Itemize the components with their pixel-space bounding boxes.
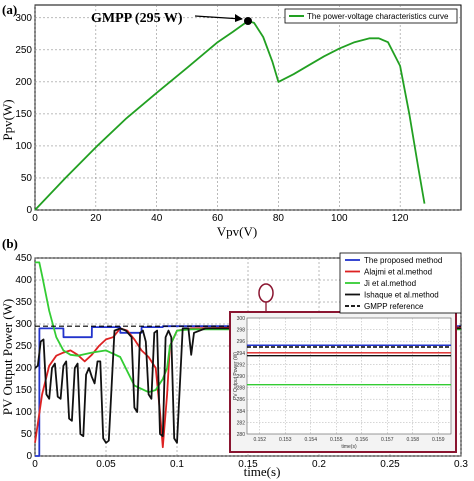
panel-a-ytick-label: 200 [15,77,32,88]
panel-b-ytick-label: 200 [15,363,32,374]
inset-ytick-label: 284 [237,409,246,415]
panel-b-ytick-label: 400 [15,275,32,286]
panel-b-legend-label-3: Ishaque et al.method [364,291,439,300]
panel-b-legend-label-4: GMPP reference [364,302,424,311]
panel-b-xtick-label: 0.05 [96,459,116,470]
panel-a-ytick-label: 100 [15,141,32,152]
inset-xtick-label: 0.155 [330,437,343,443]
panel-b-xlabel: time(s) [244,464,281,479]
panel-a-label: (a) [2,2,17,17]
panel-a-ytick-label: 250 [15,45,32,56]
panel-a-ylabel: Ppv(W) [0,99,15,140]
panel-a-series [34,20,426,211]
panel-b-xtick-label: 0.25 [380,459,400,470]
panel-a-chart: (a) 0 20 40 60 80 100 120 0 50 100 150 200 250 300 GM… [0,2,462,239]
gmpp-annotation-text: GMPP (295 W) [91,11,183,26]
panel-a-xtick-label: 0 [32,213,38,224]
panel-b-xtick-label: 0 [32,459,38,470]
panel-b-series-0-line [35,325,461,457]
panel-a-xtick-label: 120 [392,213,409,224]
panel-a-legend-box [284,8,458,24]
inset-xtick-label: 0.156 [355,437,368,443]
gmpp-annotation: GMPP (295 W) [91,11,252,26]
inset-xtick-label: 0.158 [406,437,419,443]
panel-a-xtick-label: 40 [151,213,163,224]
inset-ytick-label: 282 [237,420,246,426]
panel-b-ytick-label: 300 [15,319,32,330]
zoom-inset: 0.152 0.153 0.154 0.155 0.156 0.157 0.158 0.159… [229,311,457,453]
panel-a-xtick-label: 60 [212,213,224,224]
panel-a-ytick-label: 50 [21,173,33,184]
panel-b-ytick-label: 50 [21,429,33,440]
panel-b-legend-box [339,252,462,314]
panel-b-legend-items: The proposed method Alajmi et al.method Ji… [345,256,442,311]
inset-series [247,344,451,386]
inset-ticks: 0.152 0.153 0.154 0.155 0.156 0.157 0.158 0.159… [237,316,445,443]
inset-xtick-label: 0.153 [279,437,292,443]
panel-b-legend: The proposed method Alajmi et al.method Ji… [339,252,462,314]
panel-b-ytick-label: 100 [15,407,32,418]
panel-a-ytick-label: 300 [15,13,32,24]
panel-a-legend: The power-voltage characteristics curve [284,8,458,24]
panel-a-ticks: 0 20 40 60 80 100 120 0 50 100 150 200 250 300 [15,13,409,224]
inset-ytick-label: 300 [237,316,246,322]
panel-a-ytick-label: 150 [15,109,32,120]
panel-b-ytick-label: 450 [15,253,32,264]
panel-a-legend-label: The power-voltage characteristics curve [307,12,449,21]
panel-b-series-3-line [34,327,461,444]
panel-b-legend-label-0: The proposed method [364,256,442,265]
panel-a-xtick-label: 20 [90,213,102,224]
panel-b-xtick-label: 0.15 [238,459,258,470]
panel-a-ytick-label: 0 [26,205,32,216]
gmpp-arrow [194,15,243,20]
inset-ytick-label: 286 [237,397,246,403]
inset-xtick-label: 0.152 [253,437,266,443]
panel-b-ytick-label: 250 [15,341,32,352]
panel-b-ylabel: PV Output Power (W) [0,299,15,415]
gmpp-point [244,17,252,26]
inset-ytick-label: 292 [237,362,246,368]
panel-b-ytick-label: 0 [26,451,32,462]
panel-a-xtick-label: 80 [273,213,285,224]
panel-b-label: (b) [2,236,18,251]
panel-b-ytick-label: 350 [15,297,32,308]
panel-b-xtick-label: 0.2 [312,459,326,470]
inset-ytick-label: 280 [237,432,246,438]
gmpp-arrowhead [235,14,243,23]
panel-b-xtick-label: 0.1 [170,459,184,470]
panel-a-series-0-line [34,20,426,211]
panel-a-xlabel: Vpv(V) [217,224,257,239]
panel-b-series-2-line [35,261,461,394]
panel-a-plot-area [34,4,462,211]
panel-b-xtick-label: 0.3 [454,459,468,470]
inset-ytick-label: 298 [237,328,246,334]
inset-xlabel: time(s) [341,444,357,450]
panel-a-xtick-label: 100 [331,213,348,224]
panel-b-legend-label-2: Ji et al.method [364,279,416,288]
inset-ytick-label: 290 [237,374,246,380]
inset-ytick-label: 288 [237,386,246,392]
inset-ytick-label: 296 [237,339,246,345]
inset-xtick-label: 0.154 [304,437,317,443]
inset-ylabel: PV Output Power (W) [233,352,239,400]
inset-xtick-label: 0.157 [381,437,394,443]
inset-ytick-label: 294 [237,351,246,357]
panel-b-chart: (b) 0 0.05 0.1 0.15 0.2 0.25 0.3 0 50 100 150 200 25… [0,236,468,479]
panel-b-ticks: 0 0.05 0.1 0.15 0.2 0.25 0.3 0 50 100 150 200 250 300… [15,253,468,470]
inset-xtick-label: 0.159 [432,437,445,443]
panel-b-legend-label-1: Alajmi et al.method [364,268,432,277]
panel-b-ytick-label: 150 [15,385,32,396]
